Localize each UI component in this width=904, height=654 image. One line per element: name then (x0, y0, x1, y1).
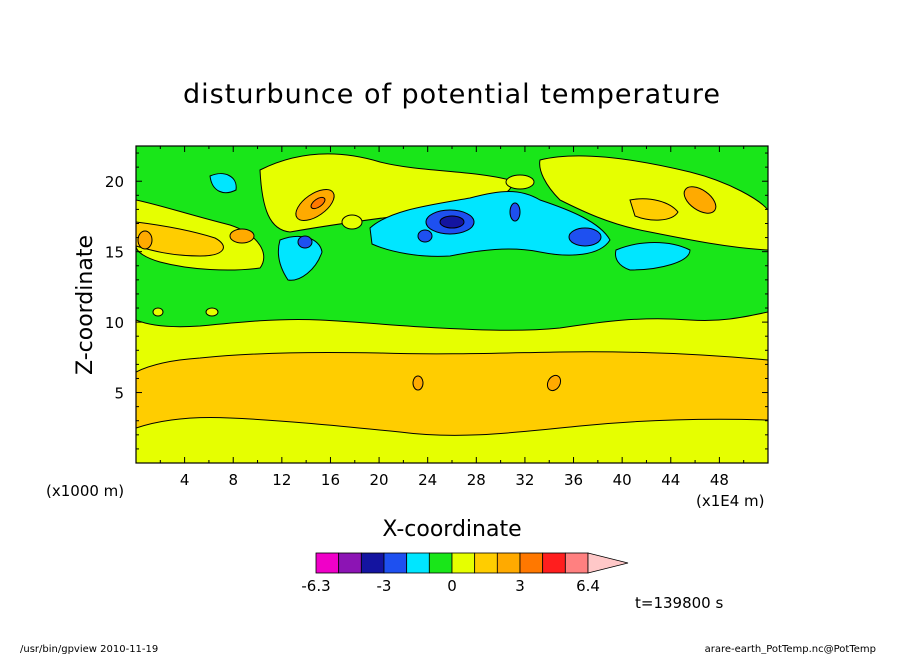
blue-cell-3 (568, 227, 602, 247)
orange-cell-4 (683, 186, 717, 214)
y-tick-label: 15 (105, 244, 124, 262)
colorbar: -6.3 -3 0 3 6.4 (301, 552, 629, 595)
lower-cell-1 (412, 375, 424, 391)
x-tick-label: 12 (272, 471, 291, 489)
colorbar-swatch (542, 552, 566, 574)
x-axis-unit: (x1E4 m) (696, 492, 765, 510)
orange-cell-2 (310, 196, 326, 210)
y-axis-unit: (x1000 m) (46, 482, 124, 500)
colorbar-tick-label: -3 (377, 577, 392, 595)
x-tick-label: 28 (467, 471, 486, 489)
orange-cell-5 (137, 230, 153, 250)
y-tick-label: 20 (105, 173, 124, 191)
colorbar-tick-label: 3 (515, 577, 525, 595)
yellow-cell-2 (505, 174, 535, 190)
x-axis-label: X-coordinate (382, 517, 521, 542)
x-tick-label: 44 (661, 471, 680, 489)
colorbar-swatch (496, 552, 521, 574)
upper-orange-right (629, 198, 679, 221)
time-label: t=139800 s (635, 594, 723, 612)
band-lower-positive (136, 351, 768, 436)
x-tick-label: 24 (418, 471, 437, 489)
colorbar-swatch (564, 552, 589, 574)
x-axis-ticks: 4 8 12 16 20 24 28 32 36 40 44 48 (159, 146, 745, 489)
colorbar-swatch (360, 552, 385, 574)
upper-orange-left (136, 221, 224, 257)
colorbar-swatch (406, 552, 430, 574)
footer-left: /usr/bin/gpview 2010-11-19 (20, 644, 158, 654)
footer-right: arare-earth_PotTemp.nc@PotTemp (705, 644, 876, 654)
x-tick-label: 4 (180, 471, 190, 489)
cyan-top-left (209, 173, 237, 194)
yellow-cell-1 (341, 214, 363, 230)
cyan-right (615, 242, 691, 271)
colorbar-swatch (338, 552, 362, 574)
colorbar-swatch (519, 552, 544, 574)
colorbar-swatch (451, 552, 476, 574)
colorbar-tick-label: 0 (447, 577, 457, 595)
colorbar-tick-label: 6.4 (576, 577, 600, 595)
colorbar-swatch (315, 552, 340, 574)
x-tick-label: 36 (564, 471, 583, 489)
colorbar-swatch (474, 552, 498, 574)
x-tick-label: 8 (228, 471, 238, 489)
y-tick-label: 5 (114, 385, 124, 403)
chart-title: disturbunce of potential temperature (183, 79, 721, 110)
colorbar-tick-label: -6.3 (301, 577, 330, 595)
lower-cell-4 (152, 307, 164, 317)
orange-cell-3 (229, 228, 255, 244)
colorbar-swatch (383, 552, 408, 574)
y-axis-ticks: 5 10 15 20 (105, 152, 768, 450)
lower-cell-3 (205, 307, 219, 317)
y-axis-label: Z-coordinate (73, 235, 98, 375)
x-tick-label: 20 (370, 471, 389, 489)
contour-field (136, 146, 768, 463)
blue-cell-5 (297, 235, 313, 249)
blue-cell-2 (439, 215, 465, 229)
colorbar-swatch (428, 552, 453, 574)
colorbar-extension-arrow (587, 552, 629, 574)
blue-cell-6 (509, 202, 521, 222)
y-tick-label: 10 (105, 314, 124, 332)
x-tick-label: 32 (515, 471, 534, 489)
x-tick-label: 16 (321, 471, 340, 489)
lower-cell-2 (546, 374, 562, 392)
x-tick-label: 48 (710, 471, 729, 489)
blue-cell-4 (417, 229, 433, 243)
x-tick-label: 40 (613, 471, 632, 489)
